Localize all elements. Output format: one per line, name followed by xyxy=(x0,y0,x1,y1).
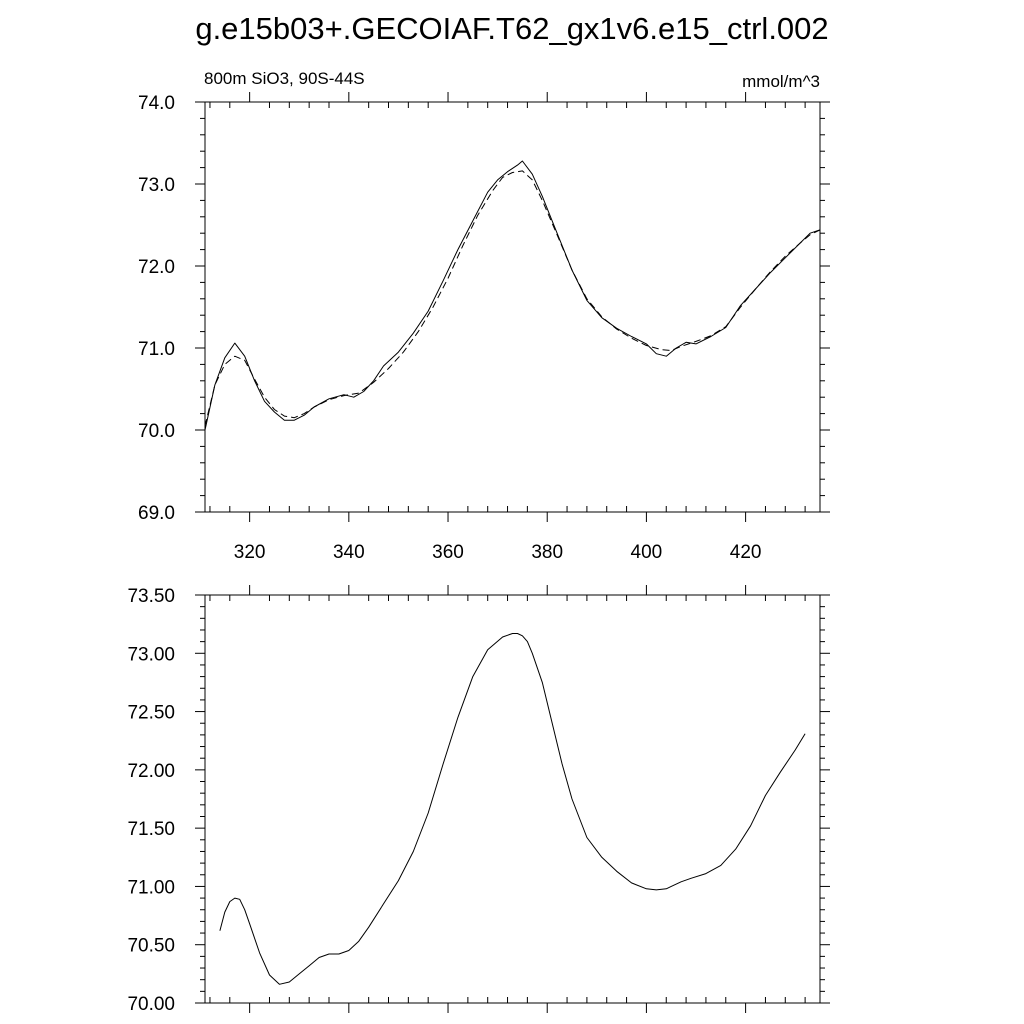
top-panel: 800m SiO3, 90S-44S mmol/m^3 320 340 360 380… xyxy=(138,69,830,563)
top-panel-x-tick-label: 420 xyxy=(730,542,762,563)
top-panel-x-tick-label: 340 xyxy=(333,542,365,563)
bottom-panel-tick-labels: 70.00 70.50 71.00 71.50 72.00 72.50 73.00 73.50 xyxy=(127,586,175,1015)
top-panel-y-tick-label: 72.0 xyxy=(138,257,175,278)
top-panel-x-tick-label: 360 xyxy=(432,542,464,563)
top-panel-tick-labels: 320 340 360 380 400 420 69.0 70.0 71.0 72.0 73.0 74… xyxy=(138,93,761,563)
bottom-panel-series-line-solid xyxy=(219,633,806,985)
bottom-panel-y-tick-label: 73.00 xyxy=(127,644,175,665)
top-panel-left-subtitle: 800m SiO3, 90S-44S xyxy=(204,69,365,88)
bottom-panel-y-tick-label: 71.50 xyxy=(127,819,175,840)
top-panel-x-tick-label: 400 xyxy=(631,542,663,563)
top-panel-series-line-dashed xyxy=(204,170,821,427)
bottom-panel-frame xyxy=(204,594,821,1004)
bottom-panel-y-tick-label: 72.00 xyxy=(127,761,175,782)
top-panel-y-tick-label: 70.0 xyxy=(138,421,175,442)
top-panel-y-tick-label: 74.0 xyxy=(138,93,175,114)
bottom-panel-lines xyxy=(219,633,806,985)
figure-title: g.e15b03+.GECOIAF.T62_gx1v6.e15_ctrl.002 xyxy=(195,11,828,46)
top-panel-x-tick-label: 380 xyxy=(531,542,563,563)
bottom-panel-y-tick-label: 70.50 xyxy=(127,936,175,957)
bottom-panel-y-tick-label: 71.00 xyxy=(127,877,175,898)
top-panel-y-tick-label: 69.0 xyxy=(138,503,175,524)
top-panel-units-label: mmol/m^3 xyxy=(742,72,820,91)
top-panel-lines xyxy=(204,160,821,431)
top-panel-y-tick-label: 71.0 xyxy=(138,339,175,360)
bottom-panel-ticks xyxy=(195,585,830,1013)
bottom-panel-y-tick-label: 70.00 xyxy=(127,994,175,1015)
top-panel-y-tick-label: 73.0 xyxy=(138,175,175,196)
top-panel-frame xyxy=(204,101,821,513)
bottom-panel-y-tick-label: 73.50 xyxy=(127,586,175,607)
top-panel-ticks xyxy=(195,92,830,522)
top-panel-x-tick-label: 320 xyxy=(234,542,266,563)
bottom-panel: 70.00 70.50 71.00 71.50 72.00 72.50 73.00 73.50 xyxy=(127,585,830,1015)
top-panel-series-line-solid xyxy=(204,160,821,431)
bottom-panel-y-tick-label: 72.50 xyxy=(127,703,175,724)
